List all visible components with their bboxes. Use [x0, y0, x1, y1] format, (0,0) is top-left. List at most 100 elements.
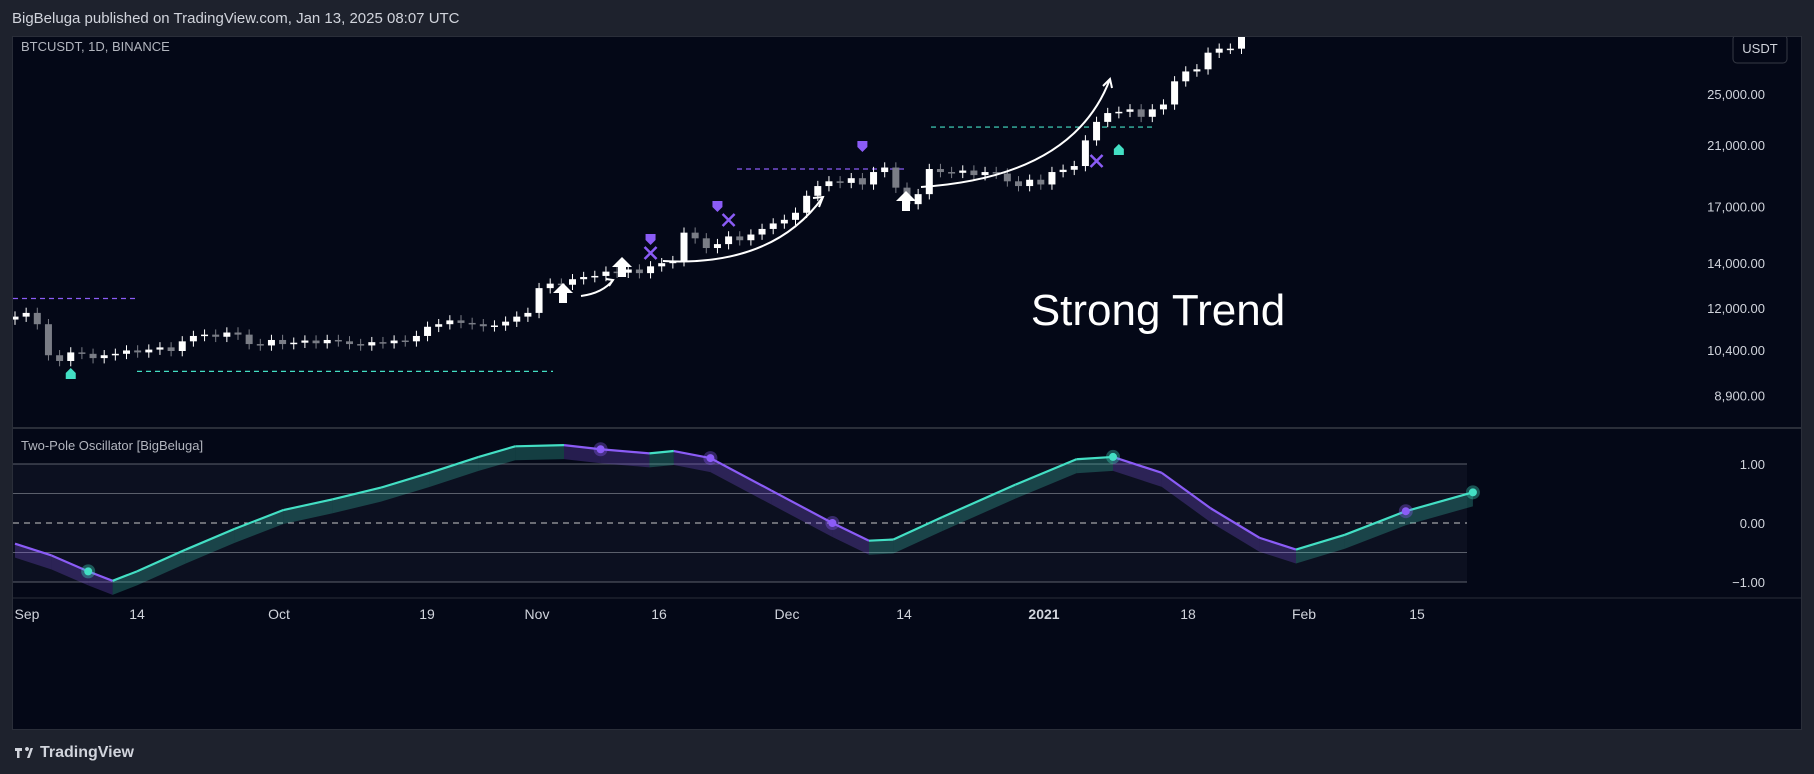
price-pane[interactable]: 8,900.00 10,400.00 12,000.00 14,000.00 17,00…: [11, 35, 1765, 403]
chart-frame[interactable]: 8,900.00 10,400.00 12,000.00 14,000.00 17,00…: [11, 34, 1802, 730]
candle-body[interactable]: [178, 341, 186, 351]
candle-body[interactable]: [858, 178, 866, 185]
candle-body[interactable]: [725, 236, 733, 245]
candle-body[interactable]: [1003, 173, 1011, 182]
candle-body[interactable]: [100, 355, 108, 359]
candle-body[interactable]: [758, 228, 766, 235]
candle-body[interactable]: [881, 167, 889, 173]
candle-body[interactable]: [1226, 48, 1234, 51]
candle-body[interactable]: [145, 349, 153, 353]
candle-body[interactable]: [167, 347, 175, 351]
candle-body[interactable]: [702, 238, 710, 249]
bull-pivot-dot[interactable]: [1468, 488, 1477, 497]
bear-pivot-dot[interactable]: [828, 519, 837, 527]
candle-body[interactable]: [267, 339, 275, 346]
candle-body[interactable]: [134, 350, 142, 353]
candle-body[interactable]: [1037, 179, 1045, 185]
candle-body[interactable]: [1171, 81, 1179, 105]
candle-body[interactable]: [424, 326, 432, 336]
candle-body[interactable]: [468, 322, 476, 325]
candle-body[interactable]: [44, 324, 52, 356]
candle-body[interactable]: [33, 312, 41, 325]
bull-pivot-dot[interactable]: [84, 567, 93, 576]
candle-body[interactable]: [959, 170, 967, 173]
candle-body[interactable]: [479, 324, 487, 327]
candle-body[interactable]: [925, 169, 933, 195]
chart-svg[interactable]: 8,900.00 10,400.00 12,000.00 14,000.00 17,00…: [11, 34, 1801, 729]
candle-body[interactable]: [658, 263, 666, 267]
candle-body[interactable]: [1093, 121, 1101, 141]
candle-body[interactable]: [803, 195, 811, 213]
candle-body[interactable]: [557, 283, 565, 286]
candle-body[interactable]: [56, 355, 64, 361]
time-axis[interactable]: Sep 14 Oct 19 Nov 16 Dec 14 2021 18 Feb 15: [15, 606, 1425, 622]
bear-pivot-dot[interactable]: [706, 454, 715, 463]
candle-body[interactable]: [245, 334, 253, 345]
candle-body[interactable]: [1182, 71, 1190, 82]
candle-body[interactable]: [1048, 172, 1056, 185]
candle-body[interactable]: [123, 350, 130, 354]
candle-body[interactable]: [635, 269, 643, 274]
candle-body[interactable]: [390, 340, 398, 344]
candle-body[interactable]: [1115, 111, 1123, 114]
candle-body[interactable]: [847, 178, 855, 183]
candle-body[interactable]: [602, 271, 610, 276]
candle-body[interactable]: [948, 172, 956, 174]
candle-body[interactable]: [401, 340, 409, 343]
candle-body[interactable]: [1148, 109, 1156, 117]
candle-body[interactable]: [234, 332, 242, 335]
candle-body[interactable]: [379, 342, 387, 344]
candle-body[interactable]: [89, 353, 97, 359]
candle-body[interactable]: [836, 181, 844, 183]
candle-body[interactable]: [546, 283, 554, 289]
candle-body[interactable]: [490, 325, 498, 327]
candle-body[interactable]: [446, 320, 454, 325]
candle-body[interactable]: [970, 170, 978, 176]
candle-body[interactable]: [792, 212, 799, 220]
candle-body[interactable]: [780, 219, 788, 224]
oscillator-pane[interactable]: 1.00 0.00 −1.00: [13, 442, 1765, 595]
candle-body[interactable]: [713, 244, 721, 249]
candle-body[interactable]: [569, 279, 576, 285]
candle-body[interactable]: [1070, 166, 1078, 170]
candle-body[interactable]: [769, 223, 777, 229]
candle-body[interactable]: [624, 269, 632, 273]
candle-body[interactable]: [870, 172, 878, 185]
bear-pivot-dot[interactable]: [1401, 507, 1410, 516]
candle-body[interactable]: [1215, 48, 1223, 53]
candle-body[interactable]: [647, 266, 655, 274]
bull-pivot-dot[interactable]: [1109, 452, 1117, 461]
candle-body[interactable]: [201, 334, 209, 337]
candle-body[interactable]: [992, 172, 1000, 174]
candle-body[interactable]: [256, 344, 264, 346]
candle-body[interactable]: [156, 347, 164, 350]
candle-body[interactable]: [613, 271, 621, 274]
candle-body[interactable]: [279, 339, 287, 345]
candle-body[interactable]: [1104, 113, 1112, 122]
candle-body[interactable]: [189, 335, 197, 342]
candle-body[interactable]: [412, 335, 420, 342]
candle-body[interactable]: [290, 342, 298, 345]
candle-body[interactable]: [1137, 109, 1145, 117]
candle-body[interactable]: [747, 234, 755, 241]
candle-body[interactable]: [212, 334, 220, 337]
candle-body[interactable]: [1059, 169, 1067, 173]
candle-body[interactable]: [736, 236, 744, 241]
candle-body[interactable]: [223, 332, 231, 337]
candle-body[interactable]: [513, 316, 521, 322]
candle-body[interactable]: [368, 342, 376, 346]
candle-body[interactable]: [22, 312, 30, 317]
candle-body[interactable]: [1204, 52, 1212, 70]
candle-body[interactable]: [357, 344, 365, 346]
candle-body[interactable]: [524, 312, 532, 317]
currency-label[interactable]: USDT: [1742, 41, 1777, 56]
bear-pivot-dot[interactable]: [596, 445, 605, 454]
candle-body[interactable]: [78, 352, 86, 354]
candle-body[interactable]: [1081, 140, 1089, 167]
candle-body[interactable]: [914, 194, 922, 205]
candle-body[interactable]: [814, 186, 822, 196]
candle-body[interactable]: [1126, 109, 1134, 112]
candle-body[interactable]: [825, 181, 833, 187]
candle-body[interactable]: [1159, 104, 1167, 110]
candle-body[interactable]: [691, 232, 699, 239]
